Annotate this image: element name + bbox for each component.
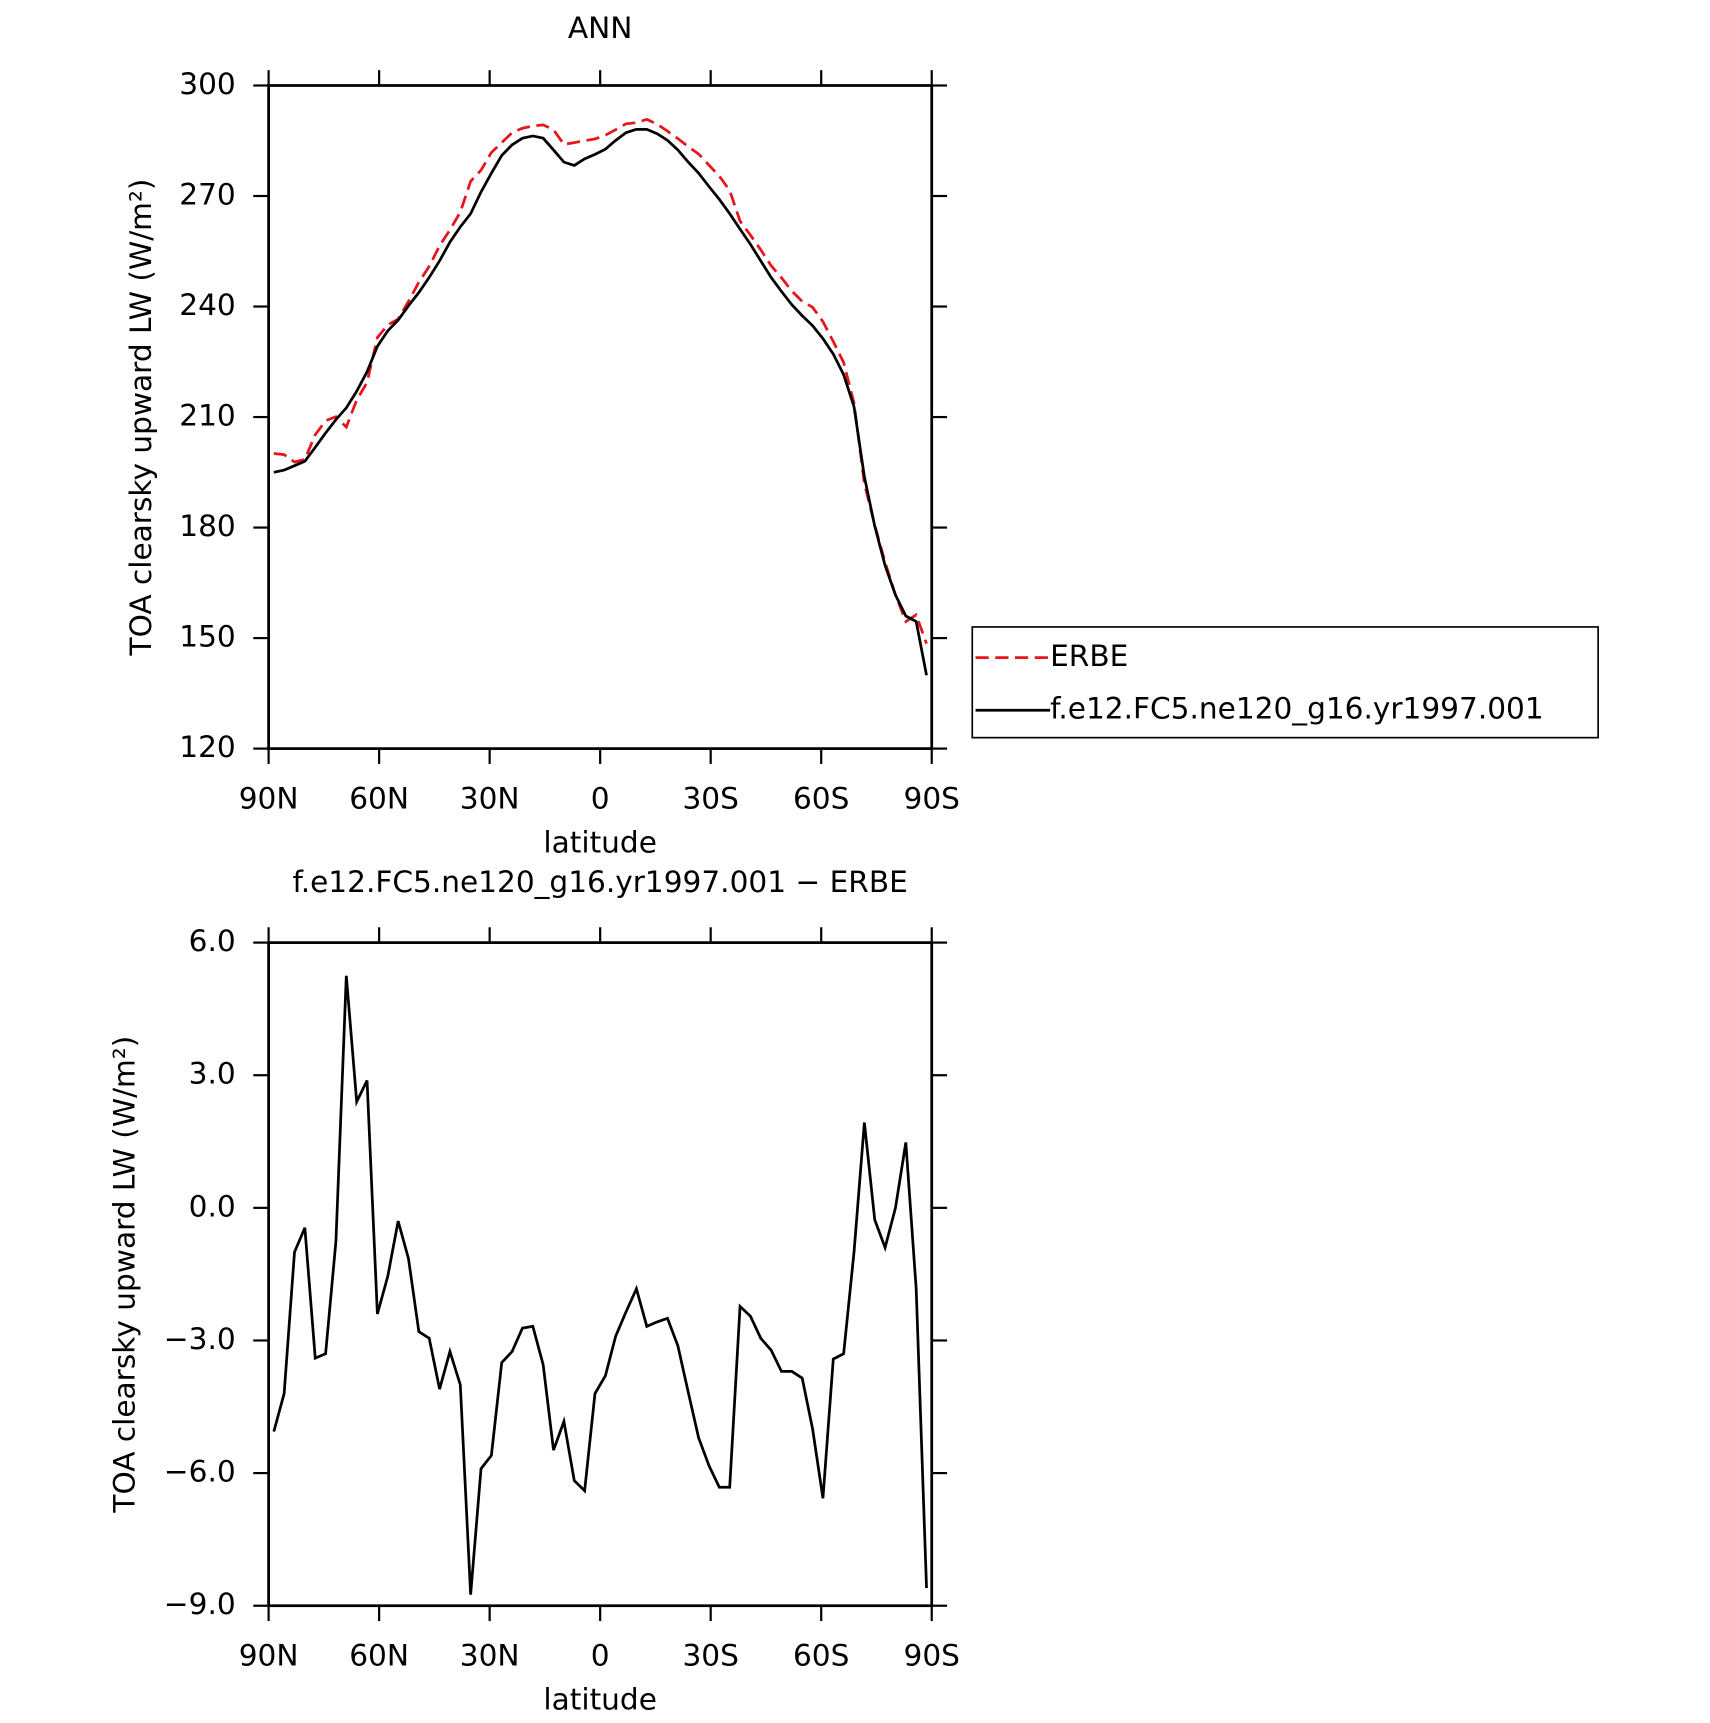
series-line [272,975,928,1595]
y-tick-label: −3.0 [164,1322,236,1356]
y-tick-label: −6.0 [164,1455,236,1489]
x-tick-label: 60N [349,782,409,816]
x-tick-label: 30N [460,782,520,816]
y-tick-label: 0.0 [189,1189,236,1223]
series-line [273,117,928,645]
chart-title: f.e12.FC5.ne120_g16.yr1997.001 − ERBE [292,865,907,899]
legend: ERBE f.e12.FC5.ne120_g16.yr1997.001 [971,626,1599,739]
plot: f.e12.FC5.ne120_g16.yr1997.001 − ERBE lat… [108,865,960,1717]
plot-frame [267,84,934,750]
y-tick-label: 180 [179,509,235,543]
x-tick-label: 90N [239,782,299,816]
y-tick-label: 210 [179,399,235,433]
x-tick-label: 90S [904,1639,960,1673]
x-tick-label: 60N [349,1639,409,1673]
chart-title: ANN [568,11,633,45]
y-axis-label: TOA clearsky upward LW (W/m²) [124,179,158,657]
y-tick-label: −9.0 [164,1587,236,1621]
y-axis-label: TOA clearsky upward LW (W/m²) [108,1036,142,1514]
x-tick-label: 90S [904,782,960,816]
plot: ANN latitude TOA clearsky upward LW (W/m²)… [124,11,1599,859]
y-tick-label: 150 [179,620,235,654]
y-tick-label: 270 [179,178,235,212]
x-tick-label: 30S [682,782,738,816]
legend-label: f.e12.FC5.ne120_g16.yr1997.001 [1050,692,1544,726]
y-tick-label: 3.0 [189,1057,236,1091]
x-tick-label: 90N [239,1639,299,1673]
y-tick-label: 120 [179,730,235,764]
x-tick-label: 0 [591,1639,610,1673]
x-axis-label: latitude [543,825,656,859]
plot-frame [267,941,934,1608]
x-tick-label: 30S [682,1639,738,1673]
legend-box [971,626,1599,739]
x-tick-label: 0 [591,782,610,816]
series-line [273,127,928,676]
y-tick-label: 240 [179,288,235,322]
x-tick-label: 60S [793,782,849,816]
y-tick-label: 6.0 [189,924,236,958]
legend-label: ERBE [1050,639,1128,673]
x-tick-label: 30N [460,1639,520,1673]
x-tick-label: 60S [793,1639,849,1673]
y-tick-label: 300 [179,67,235,101]
x-axis-label: latitude [543,1683,656,1717]
